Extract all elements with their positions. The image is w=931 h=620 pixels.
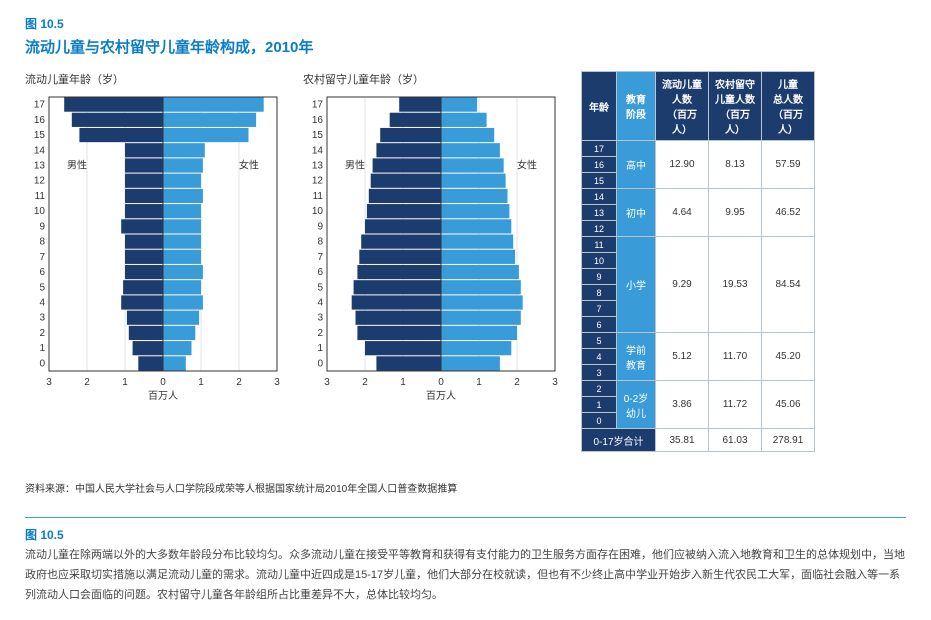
top-section: 流动儿童年龄（岁） 171615141312111098765432100112…	[25, 71, 906, 452]
svg-text:1: 1	[122, 377, 128, 388]
svg-text:13: 13	[312, 161, 324, 172]
svg-text:1: 1	[198, 377, 204, 388]
svg-text:17: 17	[34, 100, 46, 111]
svg-text:女性: 女性	[517, 159, 537, 172]
svg-text:10: 10	[34, 206, 46, 217]
svg-text:9: 9	[39, 221, 45, 232]
svg-text:1: 1	[476, 377, 482, 388]
svg-text:0: 0	[39, 358, 45, 369]
svg-text:6: 6	[39, 267, 45, 278]
svg-text:女性: 女性	[239, 159, 259, 172]
svg-text:12: 12	[34, 176, 46, 187]
svg-text:14: 14	[34, 145, 46, 156]
svg-text:2: 2	[514, 377, 520, 388]
figure-title: 流动儿童与农村留守儿童年龄构成，2010年	[25, 36, 906, 57]
svg-text:3: 3	[46, 377, 52, 388]
svg-text:3: 3	[274, 377, 280, 388]
source-line: 资料来源：中国人民大学社会与人口学院段成荣等人根据国家统计局2010年全国人口普…	[25, 480, 906, 495]
data-table-wrap: 年龄教育阶段流动儿童人数（百万人）农村留守儿童人数（百万人）儿童总人数（百万人）…	[581, 71, 815, 452]
svg-text:2: 2	[236, 377, 242, 388]
svg-text:5: 5	[317, 282, 323, 293]
caption-title: 图 10.5	[25, 526, 906, 543]
svg-text:10: 10	[312, 206, 324, 217]
pyramid-right-title: 农村留守儿童年龄（岁）	[303, 71, 563, 87]
svg-text:12: 12	[312, 176, 324, 187]
svg-text:11: 11	[35, 191, 46, 202]
svg-text:8: 8	[39, 237, 45, 248]
svg-text:4: 4	[39, 298, 45, 309]
svg-text:1: 1	[400, 377, 406, 388]
svg-text:6: 6	[317, 267, 323, 278]
svg-text:2: 2	[84, 377, 90, 388]
svg-text:16: 16	[34, 115, 46, 126]
svg-text:3: 3	[552, 377, 558, 388]
svg-text:17: 17	[312, 100, 324, 111]
svg-text:13: 13	[34, 161, 46, 172]
pyramid-left-title: 流动儿童年龄（岁）	[25, 71, 285, 87]
svg-text:8: 8	[317, 237, 323, 248]
svg-text:1: 1	[317, 343, 323, 354]
svg-text:11: 11	[313, 191, 324, 202]
svg-text:4: 4	[317, 298, 323, 309]
svg-text:2: 2	[39, 328, 45, 339]
divider	[25, 517, 906, 518]
svg-text:百万人: 百万人	[426, 390, 456, 402]
svg-text:16: 16	[312, 115, 324, 126]
svg-text:2: 2	[317, 328, 323, 339]
svg-text:0: 0	[160, 377, 166, 388]
svg-text:15: 15	[312, 130, 324, 141]
svg-text:3: 3	[324, 377, 330, 388]
data-table: 年龄教育阶段流动儿童人数（百万人）农村留守儿童人数（百万人）儿童总人数（百万人）…	[581, 71, 815, 452]
svg-text:0: 0	[438, 377, 444, 388]
pyramid-right: 农村留守儿童年龄（岁） 1716151413121110987654321001…	[303, 71, 563, 403]
svg-text:7: 7	[317, 252, 323, 263]
svg-text:男性: 男性	[67, 159, 87, 172]
svg-text:14: 14	[312, 145, 324, 156]
svg-text:5: 5	[39, 282, 45, 293]
svg-text:3: 3	[317, 313, 323, 324]
pyramid-right-svg: 171615141312111098765432100112233百万人男性女性	[303, 93, 563, 403]
svg-text:15: 15	[34, 130, 46, 141]
svg-text:1: 1	[39, 343, 45, 354]
pyramid-left: 流动儿童年龄（岁） 171615141312111098765432100112…	[25, 71, 285, 403]
svg-text:男性: 男性	[345, 159, 365, 172]
svg-text:9: 9	[317, 221, 323, 232]
svg-text:7: 7	[39, 252, 45, 263]
figure-label: 图 10.5	[25, 15, 906, 32]
caption-body: 流动儿童在除两端以外的大多数年龄段分布比较均匀。众多流动儿童在接受平等教育和获得…	[25, 546, 906, 605]
pyramid-left-svg: 171615141312111098765432100112233百万人男性女性	[25, 93, 285, 403]
svg-text:0: 0	[317, 358, 323, 369]
svg-text:2: 2	[362, 377, 368, 388]
svg-text:百万人: 百万人	[148, 390, 178, 402]
svg-text:3: 3	[39, 313, 45, 324]
